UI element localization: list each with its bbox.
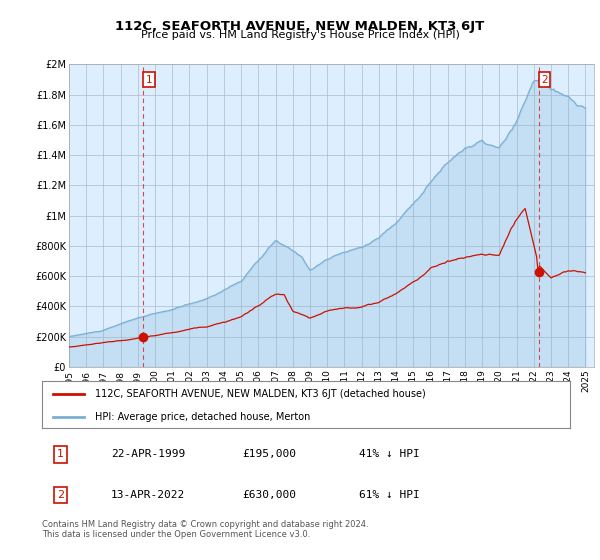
Text: £630,000: £630,000 [242,490,296,500]
Text: 22-APR-1999: 22-APR-1999 [110,449,185,459]
Text: 112C, SEAFORTH AVENUE, NEW MALDEN, KT3 6JT: 112C, SEAFORTH AVENUE, NEW MALDEN, KT3 6… [115,20,485,32]
Text: Contains HM Land Registry data © Crown copyright and database right 2024.
This d: Contains HM Land Registry data © Crown c… [42,520,368,539]
Text: 1: 1 [57,449,64,459]
Text: 2: 2 [541,74,548,85]
Text: 1: 1 [146,74,152,85]
Text: Price paid vs. HM Land Registry's House Price Index (HPI): Price paid vs. HM Land Registry's House … [140,30,460,40]
Text: 41% ↓ HPI: 41% ↓ HPI [359,449,419,459]
Text: 13-APR-2022: 13-APR-2022 [110,490,185,500]
Text: 2: 2 [57,490,64,500]
Text: HPI: Average price, detached house, Merton: HPI: Average price, detached house, Mert… [95,412,310,422]
Text: 61% ↓ HPI: 61% ↓ HPI [359,490,419,500]
Text: 112C, SEAFORTH AVENUE, NEW MALDEN, KT3 6JT (detached house): 112C, SEAFORTH AVENUE, NEW MALDEN, KT3 6… [95,389,425,399]
Text: £195,000: £195,000 [242,449,296,459]
